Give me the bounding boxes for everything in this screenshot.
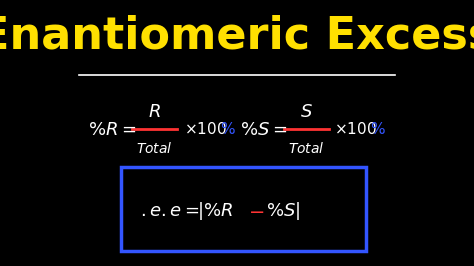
Text: $\times100$: $\times100$ [334,121,377,137]
Text: $\%S|$: $\%S|$ [266,200,301,222]
Text: $.e.e=$: $.e.e=$ [140,202,199,220]
Text: $R$: $R$ [148,103,161,122]
Text: $\%S=$: $\%S=$ [240,121,287,139]
Text: $S$: $S$ [300,103,313,122]
Text: $\%R=$: $\%R=$ [88,121,137,139]
Text: $\%$: $\%$ [371,121,386,137]
Text: Enantiomeric Excess: Enantiomeric Excess [0,14,474,57]
Text: $\times100$: $\times100$ [183,121,227,137]
Text: $-$: $-$ [248,201,264,220]
Text: $Total$: $Total$ [136,141,173,156]
Text: $Total$: $Total$ [288,141,325,156]
Text: $|\%R$: $|\%R$ [197,200,233,222]
Text: $\%$: $\%$ [220,121,236,137]
